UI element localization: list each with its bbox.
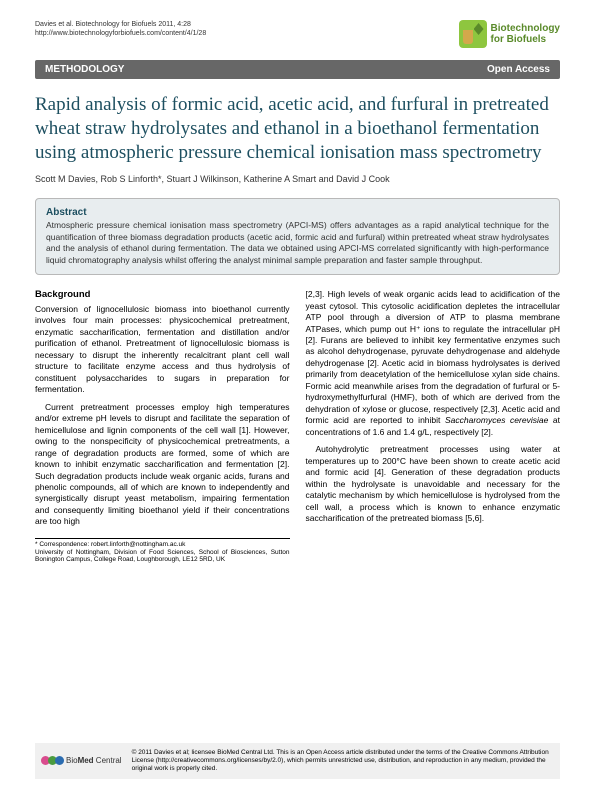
category-bar: METHODOLOGY Open Access	[35, 60, 560, 79]
article-title: Rapid analysis of formic acid, acetic ac…	[35, 93, 560, 164]
background-heading: Background	[35, 289, 290, 302]
journal-logo-icon	[459, 20, 487, 48]
correspondence-block: * Correspondence: robert.linforth@nottin…	[35, 538, 290, 564]
citation-text: Davies et al. Biotechnology for Biofuels…	[35, 20, 206, 29]
left-column: Background Conversion of lignocellulosic…	[35, 289, 290, 564]
bmc-logo: BioMed Central	[43, 756, 122, 766]
journal-name: Biotechnology for Biofuels	[491, 23, 560, 45]
journal-logo-block: Biotechnology for Biofuels	[459, 20, 560, 48]
access-type: Open Access	[487, 64, 550, 75]
background-p2: Current pretreatment processes employ hi…	[35, 402, 290, 528]
citation-url: http://www.biotechnologyforbiofuels.com/…	[35, 29, 206, 38]
background-p1: Conversion of lignocellulosic biomass in…	[35, 304, 290, 396]
background-p3: [2,3]. High levels of weak organic acids…	[306, 289, 561, 438]
abstract-heading: Abstract	[46, 207, 549, 218]
license-text: © 2011 Davies et al; licensee BioMed Cen…	[132, 749, 552, 773]
background-p4: Autohydrolytic pretreatment processes us…	[306, 444, 561, 524]
correspondence-email: * Correspondence: robert.linforth@nottin…	[35, 541, 290, 549]
license-footer: BioMed Central © 2011 Davies et al; lice…	[35, 743, 560, 779]
correspondence-affiliation: University of Nottingham, Division of Fo…	[35, 549, 290, 565]
body-columns: Background Conversion of lignocellulosic…	[35, 289, 560, 564]
citation-block: Davies et al. Biotechnology for Biofuels…	[35, 20, 206, 38]
author-list: Scott M Davies, Rob S Linforth*, Stuart …	[35, 174, 560, 184]
abstract-text: Atmospheric pressure chemical ionisation…	[46, 220, 549, 266]
page-header: Davies et al. Biotechnology for Biofuels…	[35, 20, 560, 48]
bmc-text: BioMed Central	[66, 756, 122, 766]
bmc-circles-icon	[43, 756, 64, 765]
abstract-box: Abstract Atmospheric pressure chemical i…	[35, 198, 560, 275]
article-category: METHODOLOGY	[45, 64, 124, 75]
species-name: Saccharomyces cerevisiae	[445, 415, 548, 425]
right-column: [2,3]. High levels of weak organic acids…	[306, 289, 561, 564]
